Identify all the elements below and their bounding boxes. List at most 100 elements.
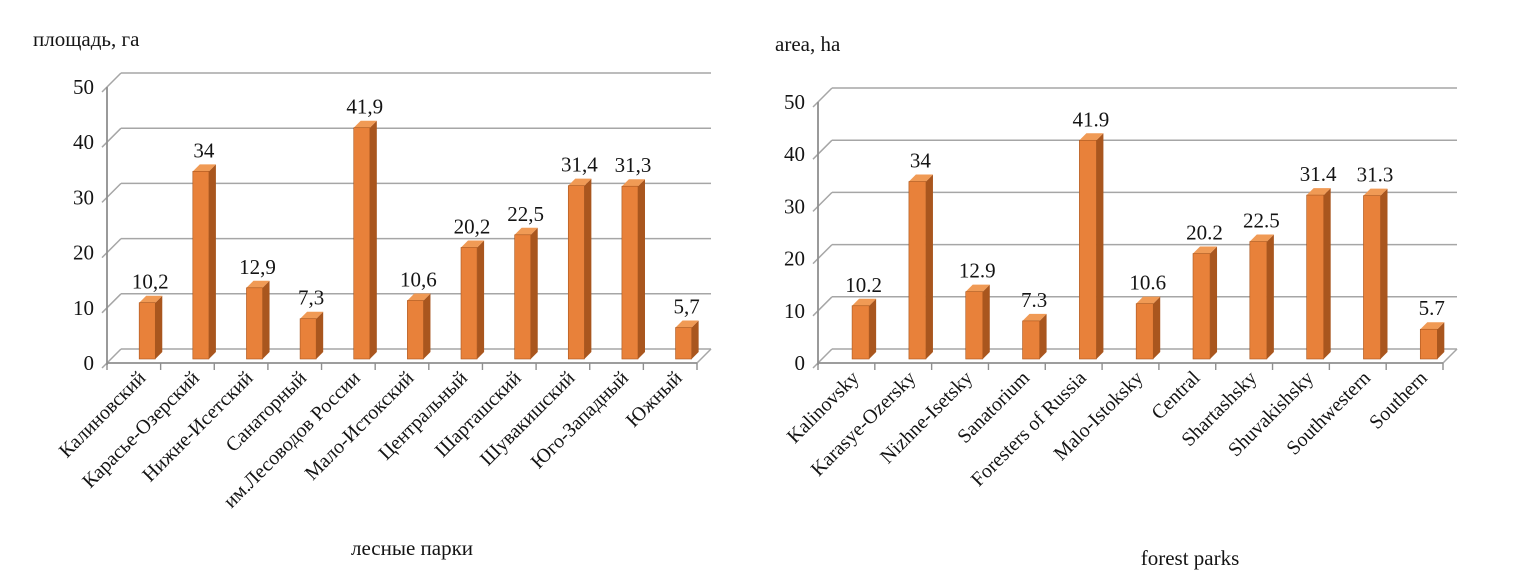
bar-2: [246, 287, 263, 360]
bar-top-face: [1136, 296, 1161, 304]
bar-value-label-8: 31,4: [561, 153, 598, 177]
bar-value-label-4: 41,9: [346, 95, 383, 119]
bar-1: [908, 181, 927, 360]
bar-value-label-3: 7,3: [298, 286, 324, 310]
y-tick-10: [101, 293, 122, 314]
y-tick-label-30: 30: [73, 185, 94, 209]
bar-side-face: [316, 311, 324, 359]
bar-side-face: [638, 179, 645, 359]
bar-side-face: [925, 174, 933, 359]
y-tick-50: [101, 72, 122, 93]
bar-chart-ru: 0 10 20 30 40 50 10,2 34 12,9 7,3 41,9 10,6 20,2 22,5…: [55, 72, 712, 512]
y-tick-label-0: 0: [795, 351, 806, 375]
y-tick-20: [812, 244, 833, 265]
bar-3: [1022, 320, 1040, 360]
chart-title-en: area, ha: [775, 32, 841, 56]
bar-side-face: [1380, 188, 1388, 359]
bar-chart-en: 0 10 20 30 40 50 10.2 34 12.9 7.3 41.9 10.6 20.2 22.5…: [783, 87, 1458, 491]
bar-top-face: [1420, 322, 1445, 330]
bar-top-face: [407, 293, 431, 301]
bar-top-face: [1193, 246, 1218, 254]
bar-4: [1079, 139, 1097, 360]
bar-5: [407, 300, 424, 360]
bar-value-label-6: 20,2: [454, 214, 491, 238]
x-category-label-1: Karasye-Ozersky: [807, 367, 921, 481]
bar-top-face: [965, 284, 990, 292]
y-tick-30: [101, 182, 122, 203]
bar-9: [621, 185, 639, 360]
chart-area-en: area, ha 0 10 20 30 40 50 10.2 34 12.9 7.3 41.9 10.…: [758, 0, 1516, 587]
y-tick-label-10: 10: [73, 296, 94, 320]
bar-value-label-3: 7.3: [1021, 288, 1047, 312]
bar-top-face: [139, 295, 163, 303]
bar-value-label-9: 31,3: [615, 153, 652, 177]
bar-10: [1419, 328, 1438, 360]
bar-0: [138, 302, 156, 360]
y-tick-0: [101, 348, 122, 369]
bar-side-face: [262, 280, 270, 359]
bar-side-face: [423, 293, 431, 359]
bar-top-face: [1363, 188, 1388, 196]
floor-right-edge: [1442, 348, 1458, 364]
bar-value-label-7: 22.5: [1243, 209, 1280, 233]
bar-value-label-0: 10,2: [132, 270, 169, 294]
chart-title-ru: площадь, га: [33, 27, 140, 51]
bar-4: [353, 127, 371, 360]
bar-value-label-1: 34: [910, 149, 932, 173]
x-category-label-9: Юго-Западный: [527, 367, 633, 473]
y-tick-label-10: 10: [784, 299, 805, 323]
bar-top-face: [568, 178, 592, 186]
bar-value-label-7: 22,5: [507, 202, 544, 226]
bar-0: [851, 305, 870, 360]
bar-9: [1363, 195, 1381, 360]
bar-top-face: [1249, 234, 1274, 242]
bar-side-face: [1323, 188, 1331, 359]
y-tick-30: [812, 191, 833, 212]
bar-10: [675, 327, 692, 360]
bar-top-face: [621, 179, 645, 187]
y-tick-20: [101, 238, 122, 259]
x-category-label-10: Southern: [1365, 367, 1432, 434]
x-category-label-8: Шувакишский: [476, 367, 579, 470]
bar-top-face: [1306, 188, 1331, 196]
bar-6: [1192, 253, 1211, 360]
bar-side-face: [869, 298, 877, 359]
bar-value-label-0: 10.2: [845, 273, 882, 297]
bar-side-face: [477, 240, 485, 359]
bar-8: [567, 185, 585, 360]
bar-top-face: [675, 320, 699, 328]
y-tick-label-20: 20: [73, 241, 94, 265]
x-axis-title-en: forest parks: [1140, 546, 1240, 570]
x-axis-title-ru: лесные парки: [350, 536, 474, 560]
bar-top-face: [514, 227, 538, 235]
bar-value-label-6: 20.2: [1186, 221, 1223, 245]
bar-side-face: [982, 284, 990, 359]
bar-value-label-2: 12.9: [959, 259, 996, 283]
bar-top-face: [1079, 133, 1104, 141]
bar-value-label-10: 5,7: [673, 295, 699, 319]
y-tick-label-0: 0: [84, 351, 95, 375]
y-tick-label-20: 20: [784, 247, 805, 271]
bar-value-label-9: 31.3: [1357, 163, 1394, 187]
bar-7: [514, 234, 532, 360]
bar-value-label-1: 34: [193, 138, 215, 162]
floor-right-edge: [696, 348, 712, 364]
chart-area-ru: площадь, га 0 10 20 30 40 50 10,2 34 12,9 7,3 41,9…: [33, 27, 712, 560]
y-tick-40: [812, 139, 833, 160]
y-tick-10: [812, 296, 833, 317]
bar-value-label-8: 31.4: [1300, 162, 1337, 186]
y-tick-label-30: 30: [784, 194, 805, 218]
y-tick-0: [812, 348, 833, 369]
bar-top-face: [192, 164, 216, 172]
bar-8: [1306, 194, 1324, 360]
bar-side-face: [1437, 322, 1445, 359]
bar-top-face: [461, 240, 485, 248]
bar-3: [299, 318, 317, 360]
bar-side-face: [1096, 133, 1104, 359]
bar-value-label-2: 12,9: [239, 255, 276, 279]
bar-top-face: [852, 298, 877, 306]
bar-top-face: [908, 174, 933, 182]
y-tick-label-40: 40: [784, 142, 805, 166]
bar-side-face: [691, 320, 699, 359]
